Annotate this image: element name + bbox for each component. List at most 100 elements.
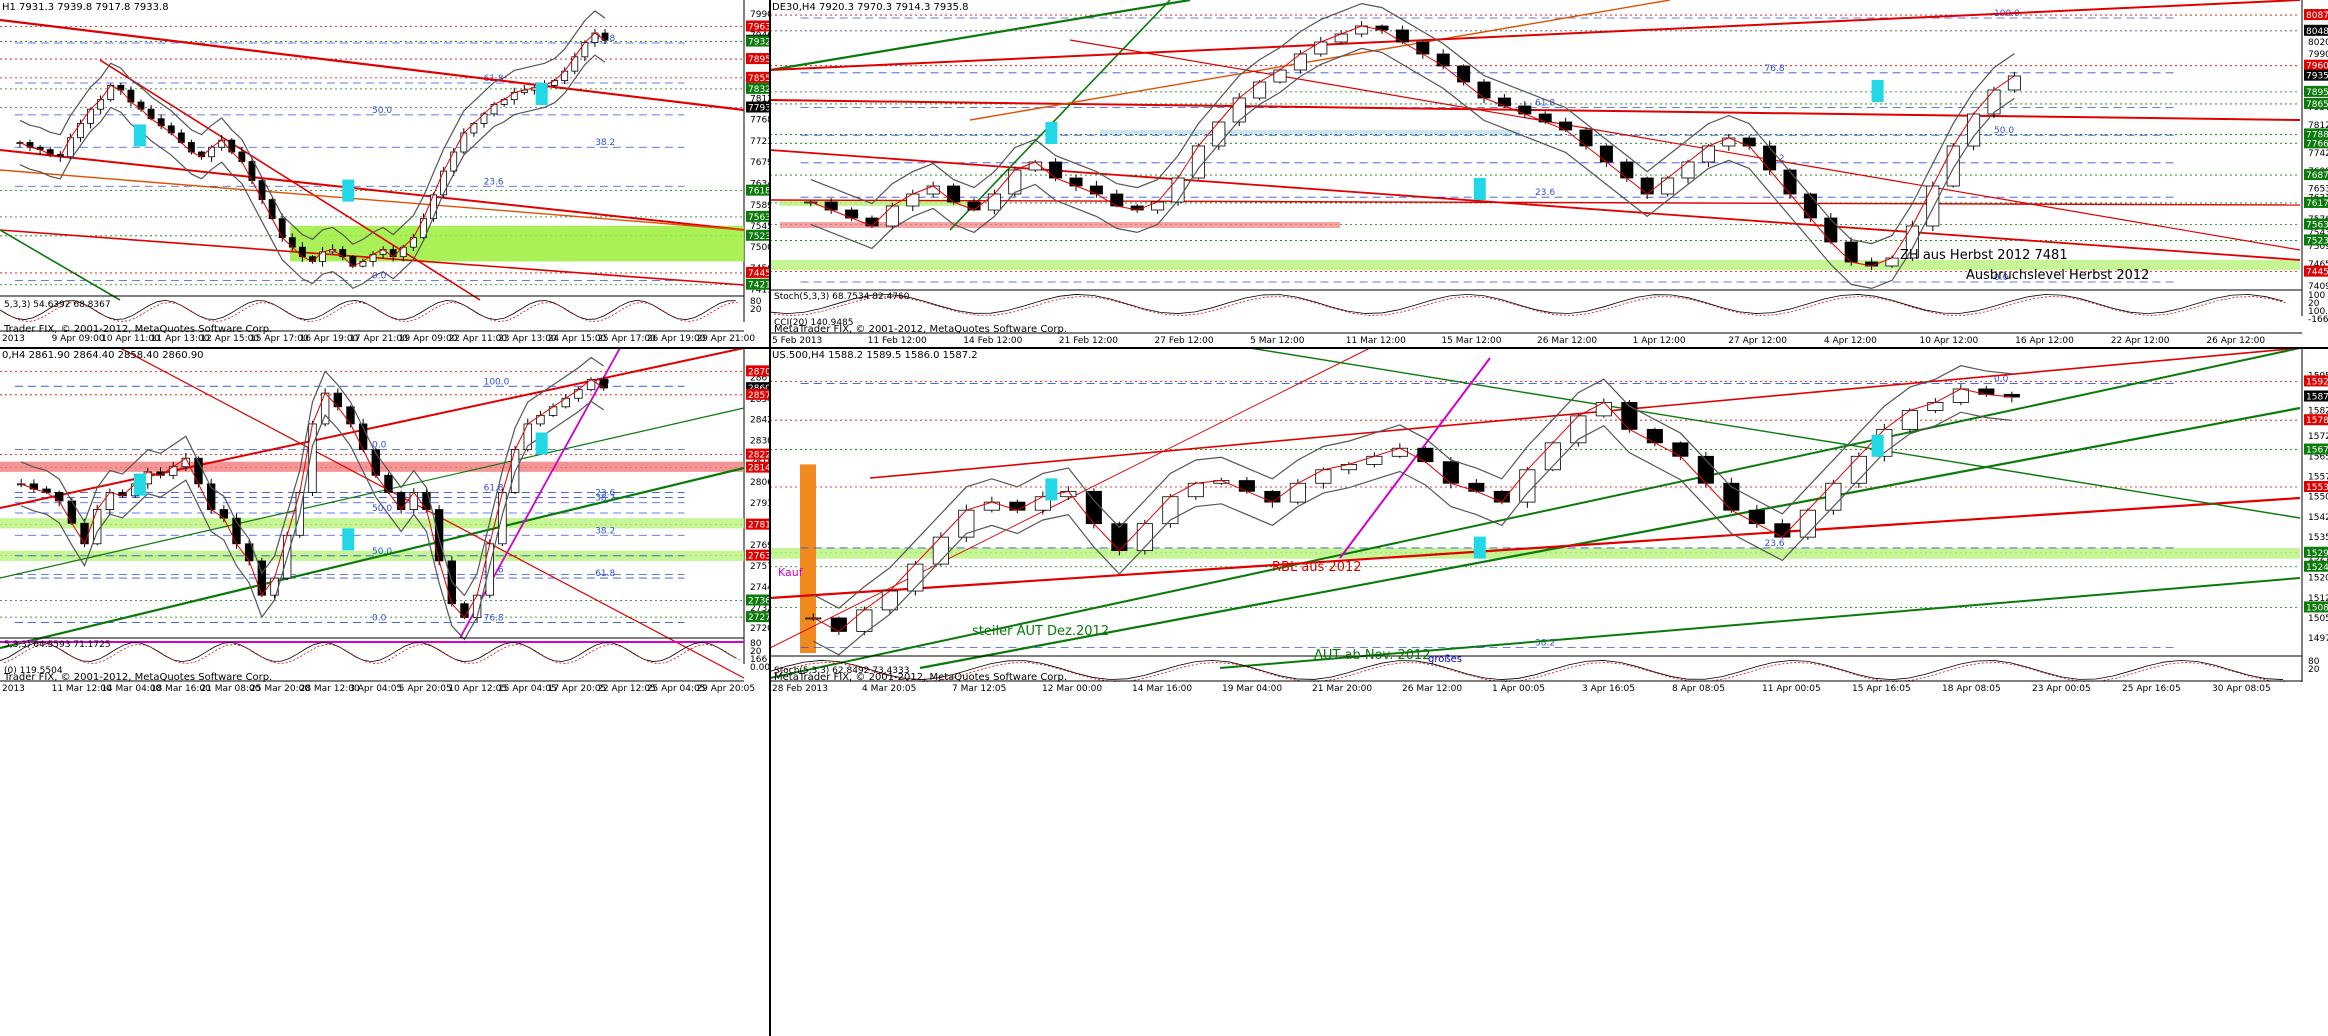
candle-body (422, 492, 431, 510)
chart-header: DE30,H4 7920.3 7970.3 7914.3 7935.8 (772, 2, 969, 13)
axis-tick-label: 1497.5 (2308, 634, 2328, 644)
chart-canvas: 0.0100.00.023.661.850.038.223.650.061.87… (0, 348, 770, 1036)
time-axis-label: 21 Mar 20:00 (1312, 684, 1372, 694)
price-tag-label: 7687.3 (2306, 171, 2328, 181)
fib-label: 50.0 (372, 547, 392, 557)
candle-body (1640, 177, 1654, 195)
candle-body (987, 193, 1001, 211)
axis-tick-label: 1542.5 (2308, 513, 2328, 523)
copyright-text: Trader FIX, © 2001-2012, MetaQuotes Soft… (4, 672, 273, 683)
candle-body (1824, 217, 1838, 243)
pane-divider-horizontal[interactable] (0, 347, 2328, 349)
annotation-rbl: RBL aus 2012 (1272, 560, 1362, 575)
candle-body (1579, 129, 1593, 147)
axis-tick-label: 7634.0 (750, 179, 770, 189)
price-tag-label: 7793.5 (748, 104, 770, 114)
candle-body (1595, 402, 1612, 417)
time-axis-label: 5 Mar 12:00 (1250, 336, 1305, 346)
axis-tick-label: 7509.5 (2308, 242, 2328, 252)
candle-body (1264, 490, 1281, 503)
time-axis-label: 15 Mar 12:00 (1441, 336, 1501, 346)
price-tag (746, 35, 770, 47)
candle-body (1681, 161, 1695, 179)
price-tag-label: 2727.20 (748, 613, 770, 623)
chart-pane-us-tech[interactable]: 0.0100.00.023.661.850.038.223.650.061.87… (0, 348, 770, 1036)
price-tag-label: 1524.0 (2306, 563, 2328, 573)
price-tag (746, 278, 770, 290)
trend-line (770, 0, 2301, 71)
price-tag-label: 1508.9 (2306, 603, 2328, 613)
fib-label: 0.0 (372, 271, 387, 281)
chart-pane-us500-h4[interactable]: 0.023.638.21595.01587.21582.01572.51565.… (770, 348, 2328, 1036)
chart-pane-de30-h4[interactable]: 100.076.861.850.038.223.60.08093.78048.0… (770, 0, 2328, 348)
axis-tick-label: 1520.0 (2308, 574, 2328, 584)
price-tag-label: 8048.0 (2306, 27, 2328, 37)
time-axis-label: 26 Apr 12:00 (2206, 336, 2265, 346)
trend-line (1219, 577, 2301, 669)
candle-body (1187, 482, 1204, 498)
time-axis-label: 22 Apr 12:05 (597, 684, 656, 694)
candle-body (1926, 185, 1940, 227)
candle-body (1774, 523, 1791, 538)
price-tag-label: 7445.9 (748, 269, 770, 279)
time-axis-label: 4 Mar 20:05 (862, 684, 916, 694)
time-axis-label: 1 Apr 12:00 (1633, 336, 1686, 346)
bollinger-upper (813, 365, 2012, 609)
candle-body (1232, 97, 1246, 123)
annotation-aut-nov: AUT ab Nov. 2012 (1314, 648, 1431, 663)
time-axis-label: 22 Apr 11:00 (448, 334, 507, 344)
time-axis-label: 25 Apr 04:05 (647, 684, 706, 694)
time-axis-label: 29 Apr 21:00 (696, 334, 755, 344)
candle-body (1901, 410, 1918, 430)
trend-line (99, 59, 481, 301)
candle-body (1253, 81, 1267, 99)
oscillator-header: 5,3,3) 54.6392 68.8367 (4, 300, 111, 310)
support-zone (770, 547, 2300, 559)
time-axis-label: 26 Mar 12:00 (1537, 336, 1597, 346)
candle-body (881, 590, 898, 611)
trend-line (0, 169, 745, 231)
bollinger-upper (19, 10, 606, 245)
chart-header: H1 7931.3 7939.8 7917.8 7933.8 (2, 2, 169, 13)
trend-line (770, 199, 2301, 206)
time-axis-label: 12 Mar 00:00 (1042, 684, 1102, 694)
price-tag (746, 382, 770, 394)
bollinger-lower (20, 400, 605, 641)
candle-body (1803, 193, 1817, 219)
candle-body (1238, 480, 1255, 492)
fib-label: 76.8 (484, 614, 504, 624)
candle-body (409, 492, 418, 510)
osc-tick-label: 20 (2308, 665, 2320, 675)
price-tag-label: 7766.7 (2306, 139, 2328, 149)
candle-body (1646, 428, 1663, 444)
annotation-ausbruchslevel: Ausbruchslevel Herbst 2012 (1966, 268, 2150, 283)
candle-body (333, 392, 343, 408)
time-axis-label: 23 Apr 13:00 (498, 334, 557, 344)
bollinger-lower (813, 411, 2012, 656)
price-tag (2304, 481, 2328, 493)
price-tag-label: 1592.8 (2306, 377, 2328, 387)
price-tag-label: 2781.20 (748, 521, 770, 531)
signal-marker (1045, 122, 1058, 144)
price-tag (2304, 97, 2328, 109)
axis-tick-label: 2720.75 (750, 624, 770, 634)
stoch-header: Stoch(5,3,3) 62.8492 73.4333 (774, 666, 910, 676)
axis-tick-label: 1550.0 (2308, 493, 2328, 503)
signal-marker (535, 432, 548, 455)
price-tag-label: 1553.6 (2306, 483, 2328, 493)
pane-divider-vertical[interactable] (769, 0, 771, 1036)
fib-label: 50.0 (372, 106, 392, 116)
time-axis-label: 29 Apr 20:05 (696, 684, 755, 694)
price-tag (2304, 234, 2328, 246)
axis-tick-label: 7500.0 (750, 243, 770, 253)
time-axis-label: 16 Apr 12:00 (2015, 336, 2074, 346)
candle-body (450, 151, 458, 172)
price-tag (2304, 9, 2328, 21)
candle-body (278, 218, 286, 239)
signal-marker (535, 83, 548, 105)
chart-pane-de30-h1[interactable]: 76.861.850.038.223.60.07990.07946.07901.… (0, 0, 770, 348)
moving-average (810, 25, 2015, 267)
trend-line (0, 18, 745, 112)
axis-tick-label: 2769.40 (750, 541, 770, 551)
